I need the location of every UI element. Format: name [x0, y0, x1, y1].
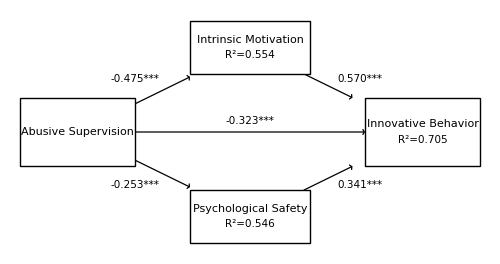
Bar [190, 190, 310, 243]
Text: Psychological Safety: Psychological Safety [193, 204, 307, 214]
Bar [365, 98, 480, 166]
Text: R²=0.546: R²=0.546 [225, 219, 275, 229]
Bar [20, 98, 135, 166]
Text: -0.253***: -0.253*** [110, 180, 160, 190]
Bar [190, 21, 310, 74]
Text: Intrinsic Motivation: Intrinsic Motivation [196, 35, 304, 45]
Text: -0.475***: -0.475*** [110, 74, 160, 84]
Text: 0.341***: 0.341*** [338, 180, 382, 190]
Text: R²=0.554: R²=0.554 [225, 50, 275, 60]
Text: Innovative Behavior: Innovative Behavior [366, 119, 478, 129]
Text: -0.323***: -0.323*** [226, 116, 274, 126]
Text: 0.570***: 0.570*** [338, 74, 382, 84]
Text: Abusive Supervision: Abusive Supervision [21, 127, 134, 137]
Text: R²=0.705: R²=0.705 [398, 135, 448, 145]
